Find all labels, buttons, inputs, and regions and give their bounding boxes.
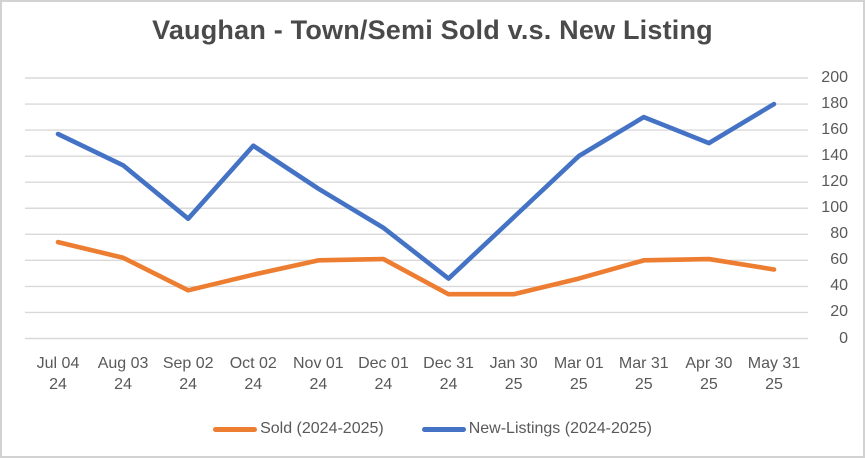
x-axis-tick-label: Sep 02 24 [162,355,214,393]
legend-swatch-new-listings-line [421,426,466,432]
y-axis-tick-label: 60 [830,251,848,269]
y-axis-tick-label: 20 [830,303,848,321]
x-axis-tick-label: Aug 03 24 [97,355,149,393]
y-axis-tick-label: 180 [821,95,848,113]
x-axis-tick-label: Mar 01 25 [553,355,604,393]
x-axis-tick-label: Apr 30 25 [685,355,733,393]
y-axis-tick-label: 140 [821,147,848,165]
x-axis-tick-label: Oct 02 24 [229,355,277,393]
legend-label-new-listings: New-Listings (2024-2025) [468,420,652,437]
y-axis-tick-label: 100 [821,199,848,217]
chart-title: Vaughan - Town/Semi Sold v.s. New Listin… [152,15,713,45]
y-axis-tick-label: 160 [821,121,848,139]
series-line-sold [55,239,777,297]
legend-item-new-listings: New-Listings (2024-2025) [421,420,652,438]
x-axis-tick-label: Dec 31 24 [423,355,474,393]
legend-swatch-sold-line [213,426,258,432]
x-axis-tick-label: Nov 01 24 [293,355,344,393]
x-axis-tick-label: May 31 25 [747,355,801,393]
y-axis-tick-label: 40 [830,277,848,295]
y-axis-tick-label: 200 [821,69,848,86]
legend-label-sold: Sold (2024-2025) [260,420,384,437]
x-axis-tick-label: Jan 30 25 [489,355,538,393]
y-axis-tick-label: 0 [839,329,848,347]
series-line-new-listings [55,101,777,281]
x-axis-tick-label: Dec 01 24 [358,355,409,393]
x-axis-tick-label: Mar 31 25 [618,355,669,393]
x-axis-tick-label: Jul 04 24 [36,355,80,393]
y-axis-tick-label: 120 [821,173,848,191]
legend: Sold (2024-2025) New-Listings (2024-2025… [2,417,863,441]
legend-item-sold: Sold (2024-2025) [213,420,384,438]
y-axis-tick-label: 80 [830,225,848,243]
